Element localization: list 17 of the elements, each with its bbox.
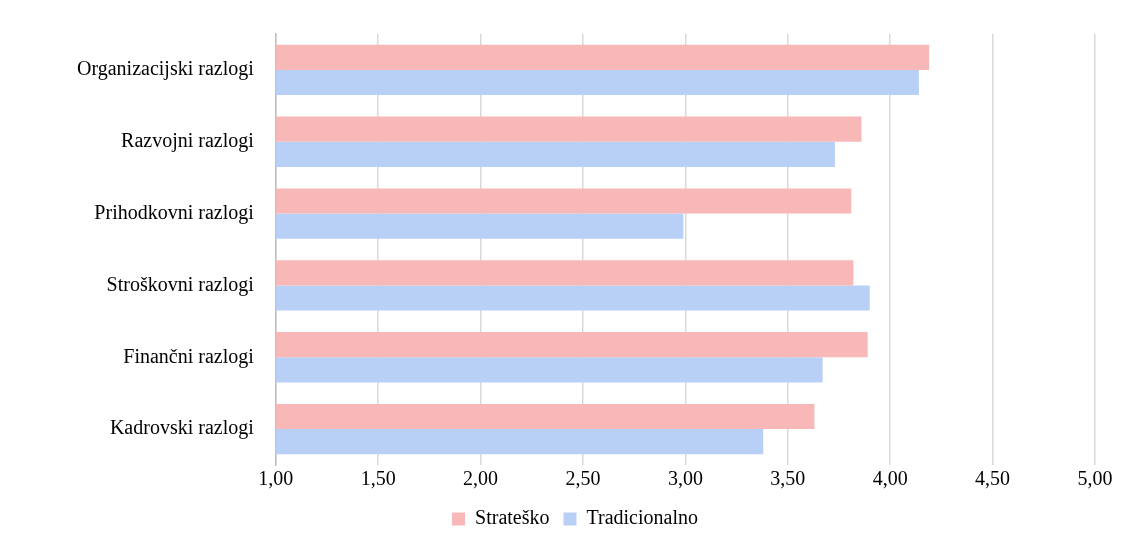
x-tick-label: 2,50 [565, 467, 601, 490]
legend-label: Tradicionalno [586, 506, 698, 529]
y-tick-label: Razvojni razlogi [121, 129, 255, 152]
y-tick-label: Prihodkovni razlogi [94, 200, 255, 224]
x-tick-label: 2,00 [463, 467, 499, 490]
x-tick-label: 1,50 [360, 467, 396, 490]
x-tick-label: 4,50 [975, 467, 1011, 490]
x-tick-label: 3,50 [770, 467, 806, 490]
x-tick-label: 4,00 [872, 467, 908, 490]
y-tick-label: Finančni razlogi [123, 344, 255, 368]
legend-label: Strateško [475, 506, 550, 529]
y-tick-label: Stroškovni razlogi [106, 272, 255, 296]
x-tick-label: 3,00 [667, 467, 703, 490]
y-tick-label: Kadrovski razlogi [109, 416, 255, 440]
x-tick-label: 1,00 [258, 467, 294, 490]
x-tick-label: 5,00 [1077, 467, 1113, 490]
y-tick-label: Organizacijski razlogi [76, 57, 255, 81]
